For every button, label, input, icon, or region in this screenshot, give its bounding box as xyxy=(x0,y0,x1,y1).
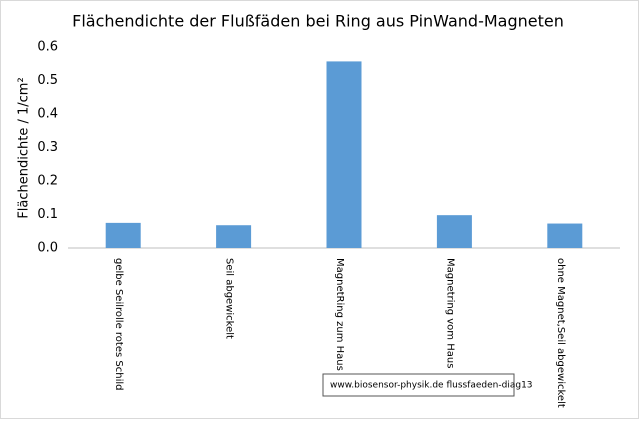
chart-title: Flächendichte der Flußfäden bei Ring aus… xyxy=(72,12,564,31)
bar xyxy=(105,222,141,248)
x-tick-label: ohne Magnet,Seil abgewickelt xyxy=(555,258,566,408)
x-tick-label: Magnetring vom Haus xyxy=(444,258,455,368)
bar xyxy=(216,225,252,248)
y-tick-label: 0.6 xyxy=(37,40,58,55)
x-tick-label: Seil abgewickelt xyxy=(224,258,235,339)
x-tick-label: gelbe Seilrolle rotes Schild xyxy=(113,258,124,390)
bar xyxy=(326,61,362,248)
annotation: www.biosensor-physik.de flussfaeden-diag… xyxy=(330,381,533,391)
annotation-box xyxy=(322,373,515,397)
y-axis-label: Flächendichte / 1/cm² xyxy=(17,77,32,218)
bar xyxy=(547,223,583,248)
bar xyxy=(436,215,472,248)
y-tick-label: 0.2 xyxy=(37,174,58,189)
y-tick-label: 0.1 xyxy=(37,207,58,222)
y-tick-label: 0.5 xyxy=(37,73,58,88)
x-tick-label: MagnetRing zum Haus xyxy=(334,258,345,371)
y-tick-label: 0.4 xyxy=(37,107,58,122)
y-tick-label: 0.0 xyxy=(37,241,58,256)
y-tick-label: 0.3 xyxy=(37,140,58,155)
